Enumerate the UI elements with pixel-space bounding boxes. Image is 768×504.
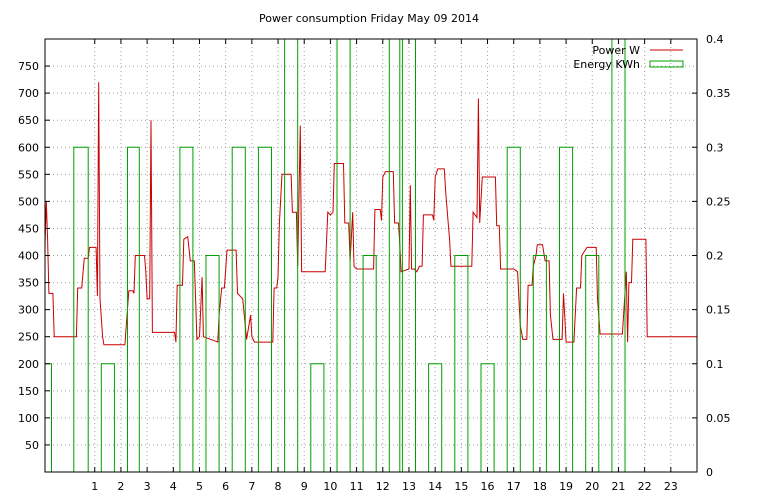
x-tick-label: 23	[664, 480, 678, 493]
x-tick-label: 5	[196, 480, 203, 493]
x-tick-label: 1	[91, 480, 98, 493]
x-tick-label: 14	[428, 480, 442, 493]
x-tick-label: 10	[323, 480, 337, 493]
y-tick-label: 100	[18, 412, 39, 425]
legend-label: Power W	[592, 44, 640, 57]
x-tick-label: 22	[638, 480, 652, 493]
y2-tick-label: 0.3	[706, 141, 724, 154]
y-tick-label: 250	[18, 331, 39, 344]
y-tick-label: 200	[18, 358, 39, 371]
y2-tick-label: 0.4	[706, 33, 724, 46]
y-tick-label: 600	[18, 141, 39, 154]
y-tick-label: 400	[18, 250, 39, 263]
x-tick-label: 19	[559, 480, 573, 493]
y-tick-label: 650	[18, 114, 39, 127]
y2-tick-label: 0	[706, 466, 713, 479]
y-tick-label: 700	[18, 87, 39, 100]
x-tick-label: 15	[454, 480, 468, 493]
y-tick-label: 450	[18, 222, 39, 235]
x-tick-label: 2	[117, 480, 124, 493]
y-tick-label: 300	[18, 304, 39, 317]
y-tick-label: 550	[18, 168, 39, 181]
x-tick-label: 9	[301, 480, 308, 493]
y2-tick-label: 0.2	[706, 250, 724, 263]
x-tick-label: 13	[402, 480, 416, 493]
x-tick-label: 16	[481, 480, 495, 493]
x-tick-label: 12	[376, 480, 390, 493]
legend-swatch-energy	[649, 60, 684, 68]
power-w-series-line	[44, 82, 697, 346]
x-tick-label: 7	[248, 480, 255, 493]
axis-layer: 1 2 3 4 5 6 7 8 9 10 11 12 13 14 15 16 17 18 19 20 21 22 23501…	[18, 33, 731, 493]
y2-tick-label: 0.1	[706, 358, 724, 371]
legend-label: Energy KWh	[573, 58, 640, 71]
y-tick-label: 150	[18, 385, 39, 398]
y2-tick-label: 0.25	[706, 195, 731, 208]
y-tick-label: 750	[18, 60, 39, 73]
x-tick-label: 8	[275, 480, 282, 493]
x-tick-label: 3	[144, 480, 151, 493]
y-tick-label: 500	[18, 195, 39, 208]
chart-title: Power consumption Friday May 09 2014	[259, 12, 479, 25]
x-tick-label: 18	[533, 480, 547, 493]
y-tick-label: 50	[25, 439, 39, 452]
y-tick-label: 350	[18, 277, 39, 290]
y2-tick-label: 0.05	[706, 412, 731, 425]
x-tick-label: 17	[507, 480, 521, 493]
x-tick-label: 6	[222, 480, 229, 493]
x-tick-label: 20	[585, 480, 599, 493]
x-tick-label: 4	[170, 480, 177, 493]
y2-tick-label: 0.35	[706, 87, 731, 100]
y2-tick-label: 0.15	[706, 304, 731, 317]
x-tick-label: 21	[611, 480, 625, 493]
x-tick-label: 11	[350, 480, 364, 493]
